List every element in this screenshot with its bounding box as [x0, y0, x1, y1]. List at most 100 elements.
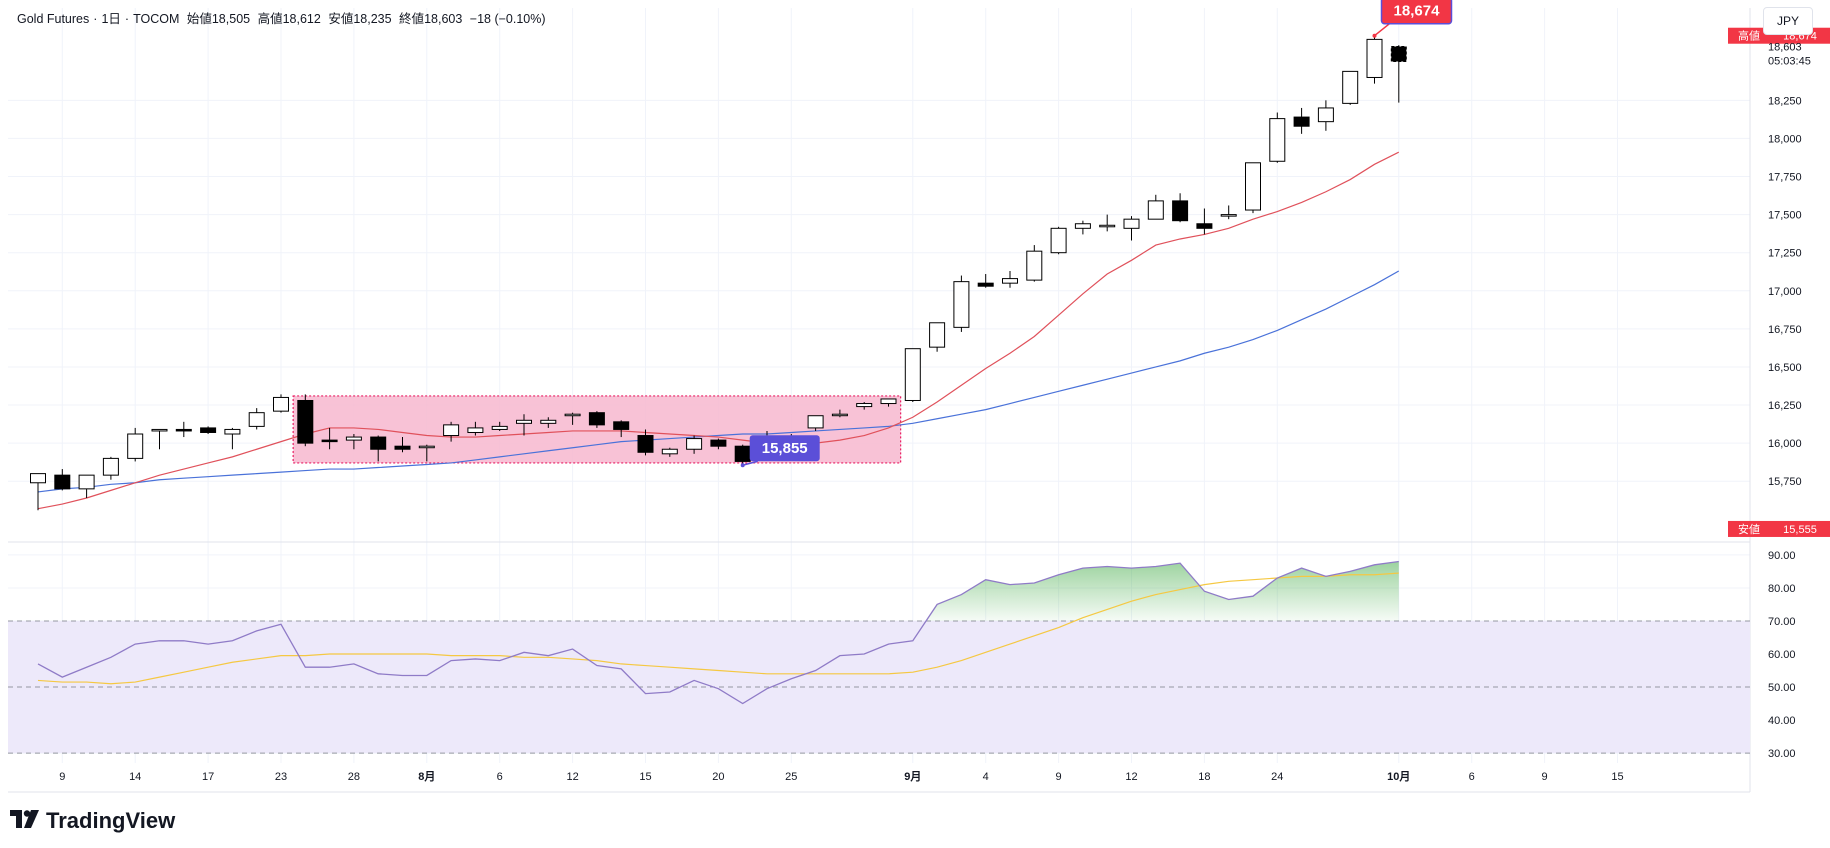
candle-body: [1196, 223, 1213, 229]
candle[interactable]: [200, 426, 217, 435]
candle[interactable]: [977, 274, 994, 288]
candle[interactable]: [1220, 205, 1237, 220]
tradingview-logo-icon: [10, 808, 40, 834]
candle-body: [1293, 116, 1310, 127]
candle[interactable]: [831, 409, 848, 418]
candle[interactable]: [394, 437, 411, 453]
candle[interactable]: [734, 444, 751, 466]
header-separator: ·: [124, 12, 130, 26]
axes[interactable]: 15,750 16,000 16,250 16,500 16,750 17,000 17,2…: [59, 27, 1830, 783]
candle[interactable]: [175, 421, 192, 438]
rsi-tick-label: 90.00: [1768, 550, 1796, 562]
rsi-tick-label: 50.00: [1768, 682, 1796, 694]
candle[interactable]: [321, 427, 338, 450]
candle[interactable]: [418, 444, 435, 462]
candle[interactable]: [1147, 194, 1164, 220]
candle[interactable]: [1002, 270, 1018, 288]
candle[interactable]: [1317, 100, 1334, 131]
ma-long-line: [37, 270, 1400, 493]
high-tag-text: 高値: [1738, 29, 1760, 43]
candle-body: [418, 445, 435, 449]
candle[interactable]: [1050, 226, 1067, 255]
open-label: 始値: [186, 12, 212, 26]
candle[interactable]: [588, 411, 605, 428]
candle[interactable]: [1293, 107, 1310, 134]
candle[interactable]: [564, 412, 581, 425]
last-price-label: 18,603: [1768, 42, 1802, 54]
candle-body: [443, 424, 460, 437]
candle[interactable]: [661, 447, 678, 457]
candle[interactable]: [540, 417, 557, 428]
candle-body: [200, 427, 217, 433]
candle-body: [856, 403, 873, 408]
time-tick-label: 9: [1056, 771, 1062, 783]
candle[interactable]: [1390, 45, 1407, 103]
candle[interactable]: [1269, 112, 1286, 163]
candle[interactable]: [127, 427, 144, 462]
candle[interactable]: [224, 427, 241, 450]
time-tick-label: 14: [129, 771, 141, 783]
candle[interactable]: [929, 322, 946, 352]
candle[interactable]: [1245, 162, 1261, 214]
candle[interactable]: [151, 428, 168, 450]
candle-body: [175, 428, 192, 432]
candle[interactable]: [297, 394, 314, 447]
high-tag-box: [1728, 27, 1770, 44]
candle[interactable]: [807, 415, 824, 431]
candle[interactable]: [953, 275, 970, 332]
candle[interactable]: [370, 435, 387, 462]
rsi-tick-label: 30.00: [1768, 748, 1796, 760]
candle[interactable]: [443, 421, 460, 442]
candle[interactable]: [248, 408, 265, 430]
candle[interactable]: [613, 420, 630, 438]
candle[interactable]: [1196, 208, 1213, 235]
candle-body: [588, 412, 605, 426]
currency-button[interactable]: JPY: [1763, 7, 1813, 35]
candle[interactable]: [637, 429, 654, 456]
callout-pointer: [1374, 23, 1390, 37]
candle[interactable]: [273, 394, 289, 413]
rsi-line: [37, 560, 1399, 705]
candle[interactable]: [54, 469, 71, 491]
candle-body: [54, 474, 71, 490]
candle-body: [831, 413, 848, 417]
candle[interactable]: [1123, 216, 1140, 241]
candles[interactable]: [30, 35, 1407, 511]
candle-body: [1390, 46, 1407, 62]
close-value: 18,603: [424, 12, 463, 26]
low-tag-box: [1728, 520, 1770, 537]
interval[interactable]: 1日: [101, 12, 121, 26]
time-tick-label: 9: [1542, 771, 1548, 783]
countdown-label: 05:03:45: [1768, 56, 1811, 68]
candle[interactable]: [78, 474, 95, 499]
candle[interactable]: [710, 438, 727, 450]
candle[interactable]: [30, 473, 46, 511]
candle[interactable]: [1074, 220, 1091, 235]
candle-body: [1074, 223, 1091, 229]
candle[interactable]: [1026, 245, 1043, 282]
candle-body: [929, 322, 946, 348]
candle[interactable]: [1366, 35, 1383, 84]
candle[interactable]: [1342, 70, 1359, 105]
rsi-pane[interactable]: [8, 560, 1750, 754]
candle[interactable]: [516, 414, 532, 436]
candle[interactable]: [467, 421, 484, 436]
candle[interactable]: [856, 402, 873, 410]
candle[interactable]: [102, 456, 119, 480]
candle[interactable]: [904, 348, 921, 403]
symbol-header: Gold Futures · 1日 · TOCOM 始値18,505 高値18,612 …: [17, 8, 550, 27]
low-value-text: 15,555: [1783, 524, 1817, 536]
price-tick-label: 17,250: [1768, 248, 1802, 260]
candle[interactable]: [1172, 193, 1189, 223]
candle[interactable]: [345, 434, 362, 450]
candle[interactable]: [491, 421, 508, 431]
candle[interactable]: [880, 398, 897, 407]
candle[interactable]: [1099, 214, 1116, 232]
candle-body: [370, 436, 387, 450]
candle[interactable]: [686, 435, 703, 454]
candle-body: [540, 419, 557, 424]
symbol-name[interactable]: Gold Futures: [17, 12, 90, 26]
brand[interactable]: TradingView: [10, 808, 175, 834]
low-callout-label: 15,855: [762, 440, 808, 457]
